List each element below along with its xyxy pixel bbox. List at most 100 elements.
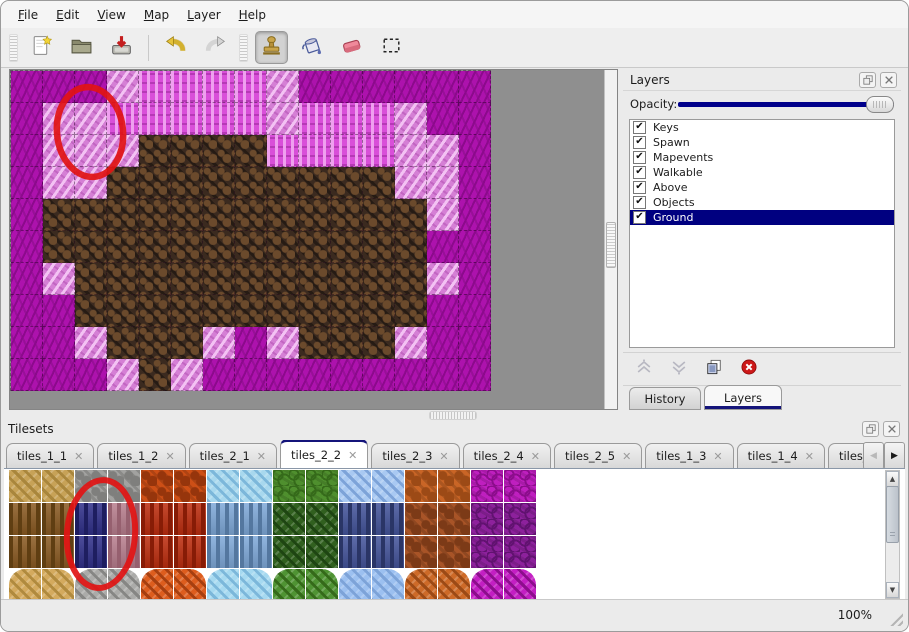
tileset-tab-tiles_2_2[interactable]: tiles_2_2 ✕ xyxy=(279,440,369,468)
tileset-tile-navy[interactable] xyxy=(75,536,107,568)
tileset-tile-web[interactable] xyxy=(471,470,503,502)
menu-map[interactable]: Map xyxy=(143,7,170,22)
layer-visibility-checkbox[interactable]: ✔ xyxy=(633,136,646,149)
tileset-tile-navy[interactable] xyxy=(75,503,107,535)
tileset-tile-flame[interactable] xyxy=(141,503,173,535)
tileset-tile-crystal[interactable] xyxy=(372,470,404,502)
layer-row-above[interactable]: ✔ Above xyxy=(630,180,894,195)
tab-history[interactable]: History xyxy=(629,387,701,410)
tileset-tab-tiles_2_4[interactable]: tiles_2_4 ✕ xyxy=(462,443,551,468)
tileset-tile-rust[interactable] xyxy=(405,536,437,568)
tileset-tile-lava[interactable] xyxy=(141,470,173,502)
tileset-tile-web[interactable] xyxy=(504,470,536,502)
tileset-tile-iceB[interactable] xyxy=(207,569,272,600)
tileset-tile-khakiB[interactable] xyxy=(9,569,74,600)
tileset-tile-vine[interactable] xyxy=(273,470,305,502)
tileset-tab-tiles_1_3[interactable]: tiles_1_3 ✕ xyxy=(645,443,734,468)
tileset-tile-icecr[interactable] xyxy=(207,503,239,535)
tileset-tile-mauve[interactable] xyxy=(108,536,140,568)
close-tab-icon[interactable]: ✕ xyxy=(622,449,632,463)
select-tool-button[interactable] xyxy=(375,31,408,64)
tileset-tile-stone[interactable] xyxy=(108,470,140,502)
tab-scroll-right-button[interactable]: ▶ xyxy=(884,442,905,470)
close-tab-icon[interactable]: ✕ xyxy=(439,449,449,463)
menu-help[interactable]: Help xyxy=(238,7,267,22)
tileset-tile-webB[interactable] xyxy=(471,569,536,600)
layer-visibility-checkbox[interactable]: ✔ xyxy=(633,196,646,209)
tileset-tile-vineB[interactable] xyxy=(273,569,338,600)
tileset-tile-icecr[interactable] xyxy=(207,536,239,568)
layer-row-mapevents[interactable]: ✔ Mapevents xyxy=(630,150,894,165)
menu-file[interactable]: File xyxy=(18,7,39,22)
opacity-slider[interactable] xyxy=(678,95,894,113)
tileset-tile-spike[interactable] xyxy=(339,536,371,568)
tileset-vertical-scrollbar[interactable]: ▲ ▼ xyxy=(885,470,900,599)
tab-layers[interactable]: Layers xyxy=(704,385,782,410)
close-panel-icon[interactable] xyxy=(883,420,900,437)
tileset-tile-bark[interactable] xyxy=(9,536,41,568)
eraser-tool-button[interactable] xyxy=(335,31,368,64)
tileset-tab-tiles_2_3[interactable]: tiles_2_3 ✕ xyxy=(371,443,460,468)
tileset-tile-icecr[interactable] xyxy=(240,536,272,568)
tileset-tile-flame[interactable] xyxy=(141,536,173,568)
layer-visibility-checkbox[interactable]: ✔ xyxy=(633,166,646,179)
tileset-tile-crystalB[interactable] xyxy=(339,569,404,600)
tileset-tab-tiles_2_5[interactable]: tiles_2_5 ✕ xyxy=(553,443,643,468)
fill-tool-button[interactable] xyxy=(295,31,328,64)
tileset-tile-lava[interactable] xyxy=(174,470,206,502)
tileset-tile-spike[interactable] xyxy=(372,536,404,568)
menu-view[interactable]: View xyxy=(97,7,126,22)
tileset-tile-mauve[interactable] xyxy=(108,503,140,535)
tileset-tile-dvine[interactable] xyxy=(273,503,305,535)
tileset-tile-bark[interactable] xyxy=(42,503,74,535)
tileset-tab-tiles_1_4[interactable]: tiles_1_4 ✕ xyxy=(736,443,825,468)
tab-scroll-left-button[interactable]: ◀ xyxy=(863,442,884,470)
layer-visibility-checkbox[interactable]: ✔ xyxy=(633,151,646,164)
tileset-tile-pebbleB[interactable] xyxy=(405,569,470,600)
tileset-tile-pweb[interactable] xyxy=(471,536,503,568)
layer-visibility-checkbox[interactable]: ✔ xyxy=(633,121,646,134)
tileset-scrollbar-thumb[interactable] xyxy=(886,486,899,543)
tileset-tile-dvine[interactable] xyxy=(273,536,305,568)
tileset-tile-pebble[interactable] xyxy=(405,470,437,502)
layer-visibility-checkbox[interactable]: ✔ xyxy=(633,181,646,194)
close-tab-icon[interactable]: ✕ xyxy=(74,449,84,463)
opacity-slider-thumb[interactable] xyxy=(866,96,894,113)
tileset-tile-vine[interactable] xyxy=(306,470,338,502)
tileset-tile-crystal[interactable] xyxy=(339,470,371,502)
scroll-up-icon[interactable]: ▲ xyxy=(886,471,899,487)
tileset-tab-tiles_2_1[interactable]: tiles_2_1 ✕ xyxy=(188,443,277,468)
stamp-tool-button[interactable] xyxy=(255,31,288,64)
tileset-tab-tiles_1_2[interactable]: tiles_1_2 ✕ xyxy=(97,443,186,468)
scroll-down-icon[interactable]: ▼ xyxy=(886,582,899,598)
tileset-tile-ice[interactable] xyxy=(207,470,239,502)
duplicate-layer-button[interactable] xyxy=(703,358,725,380)
menu-edit[interactable]: Edit xyxy=(56,7,80,22)
float-panel-icon[interactable] xyxy=(862,420,879,437)
splitter-grip[interactable] xyxy=(429,411,477,420)
map-vertical-scrollbar-thumb[interactable] xyxy=(606,222,616,268)
tileset-tile-stoneB[interactable] xyxy=(75,569,140,600)
tileset-tile-pweb[interactable] xyxy=(471,503,503,535)
tileset-tile-spike[interactable] xyxy=(339,503,371,535)
tileset-tile-pebble[interactable] xyxy=(438,470,470,502)
raise-layer-button[interactable] xyxy=(633,358,655,380)
tileset-tab-tiles_1_[interactable]: tiles_1_✕ xyxy=(827,443,864,468)
tileset-tile-khaki[interactable] xyxy=(42,470,74,502)
tileset-tile-stone[interactable] xyxy=(75,470,107,502)
toolbar-drag-handle[interactable] xyxy=(239,33,248,62)
lower-layer-button[interactable] xyxy=(668,358,690,380)
new-file-button[interactable] xyxy=(25,31,58,64)
tileset-tab-tiles_1_1[interactable]: tiles_1_1 ✕ xyxy=(6,443,95,468)
close-tab-icon[interactable]: ✕ xyxy=(804,449,814,463)
float-panel-icon[interactable] xyxy=(859,71,876,88)
tileset-tile-ice[interactable] xyxy=(240,470,272,502)
resize-grip[interactable] xyxy=(886,609,903,626)
open-button[interactable] xyxy=(65,31,98,64)
tileset-tile-flame[interactable] xyxy=(174,536,206,568)
delete-layer-button[interactable] xyxy=(738,358,760,380)
tileset-tile-rust[interactable] xyxy=(438,503,470,535)
tileset-tile-icecr[interactable] xyxy=(240,503,272,535)
tileset-tile-bark[interactable] xyxy=(42,536,74,568)
redo-button[interactable] xyxy=(199,31,232,64)
